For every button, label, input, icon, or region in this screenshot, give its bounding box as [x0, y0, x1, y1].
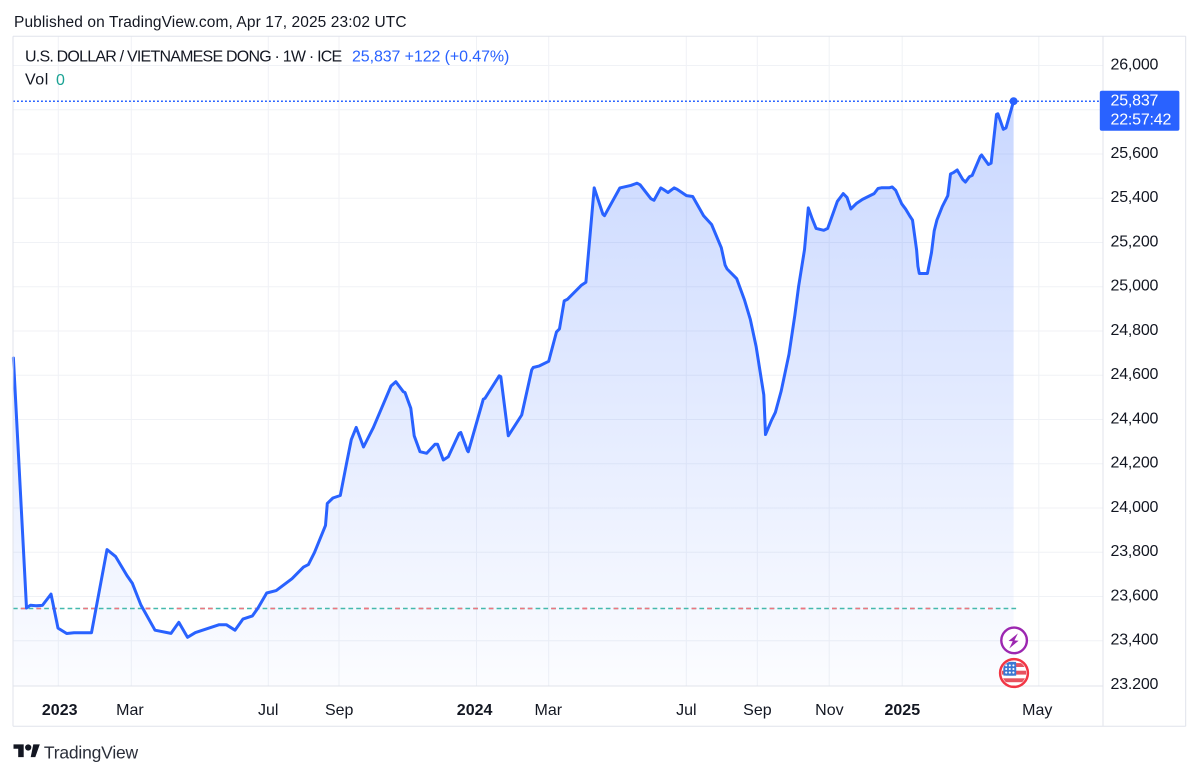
svg-text:23,800: 23,800	[1111, 543, 1159, 560]
svg-text:25,000: 25,000	[1111, 278, 1159, 295]
svg-text:23.200: 23.200	[1111, 676, 1159, 693]
svg-text:Mar: Mar	[116, 702, 144, 719]
svg-text:Jul: Jul	[676, 702, 696, 719]
svg-text:25,200: 25,200	[1111, 233, 1159, 250]
svg-text:Sep: Sep	[743, 702, 772, 719]
svg-text:22:57:42: 22:57:42	[1111, 112, 1172, 129]
svg-text:Mar: Mar	[535, 702, 563, 719]
svg-text:25,400: 25,400	[1111, 189, 1159, 206]
svg-text:24,600: 24,600	[1111, 366, 1159, 383]
svg-text:2025: 2025	[885, 702, 921, 719]
svg-text:25,837: 25,837	[1111, 93, 1159, 110]
svg-text:26,000: 26,000	[1111, 56, 1159, 73]
svg-text:Vol: Vol	[25, 72, 49, 89]
svg-text:U.S. DOLLAR / VIETNAMESE DONG: U.S. DOLLAR / VIETNAMESE DONG · 1W · ICE	[25, 49, 342, 66]
svg-text:23,600: 23,600	[1111, 587, 1159, 604]
svg-text:TradingView: TradingView	[44, 743, 139, 763]
svg-text:Jul: Jul	[258, 702, 278, 719]
svg-text:23,400: 23,400	[1111, 632, 1159, 649]
svg-text:24,000: 24,000	[1111, 499, 1159, 516]
svg-text:24,800: 24,800	[1111, 322, 1159, 339]
svg-text:24,200: 24,200	[1111, 455, 1159, 472]
svg-text:0: 0	[56, 72, 65, 89]
svg-text:Published on TradingView.com,: Published on TradingView.com, Apr 17, 20…	[14, 14, 407, 31]
svg-text:25,837 +122 (+0.47%): 25,837 +122 (+0.47%)	[352, 49, 509, 66]
svg-text:Nov: Nov	[815, 702, 843, 719]
svg-text:Sep: Sep	[325, 702, 354, 719]
svg-text:May: May	[1022, 702, 1052, 719]
svg-text:24,400: 24,400	[1111, 410, 1159, 427]
svg-text:25,600: 25,600	[1111, 145, 1159, 162]
svg-text:2023: 2023	[42, 702, 78, 719]
svg-text:2024: 2024	[457, 702, 493, 719]
